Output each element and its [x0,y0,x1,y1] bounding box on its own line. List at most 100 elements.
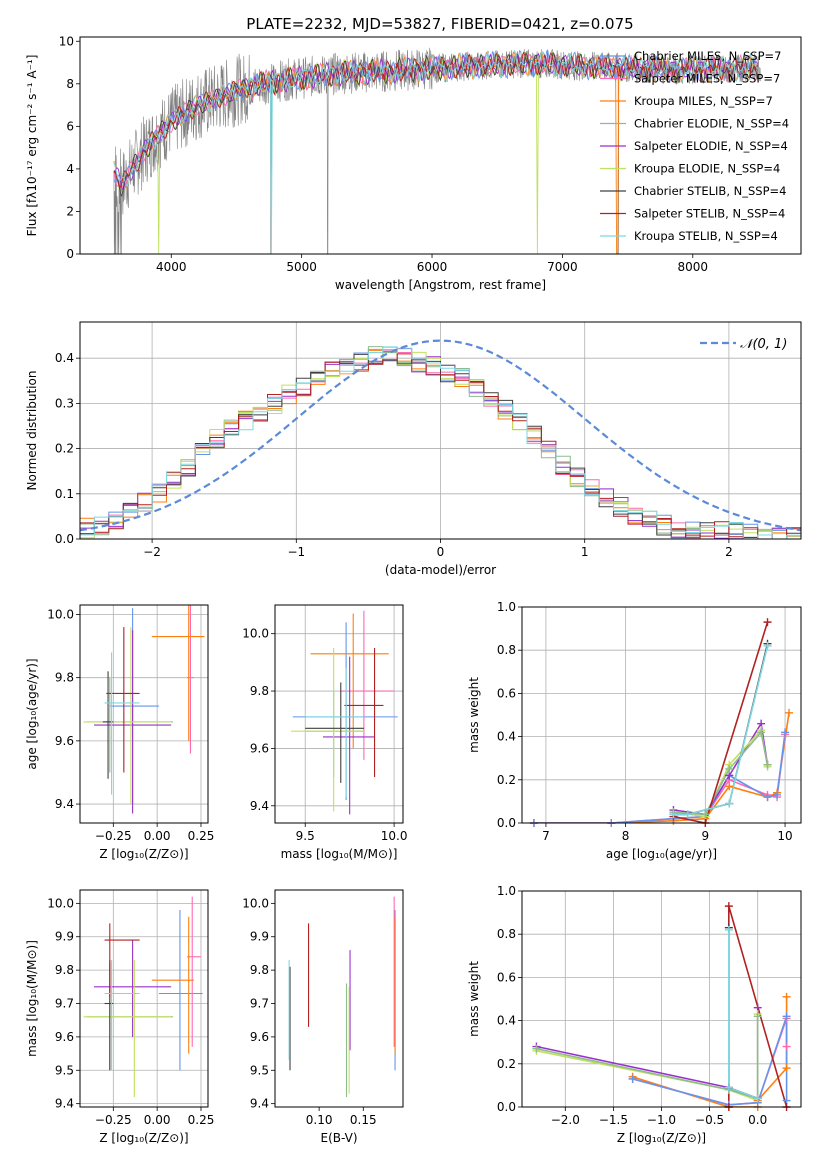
weight-marker-chabrier-elodie [532,1044,541,1053]
axes-frame [79,889,209,1108]
y-axis-label: mass [log₁₀(M/M⊙)] [25,940,39,1057]
x-axis-label: Z [log₁₀(Z/Z⊙)] [617,1131,706,1145]
y-tick-label: 9.8 [55,671,74,685]
plot-area [80,339,801,539]
age-vs-z-chart: −0.25 0.00 0.25 9.4 9.6 9.8 10.0 Z [log₁₀(Z/Z⊙)… [25,604,215,861]
weight-marker-chabrier-miles [781,728,790,737]
weight-marker-salpeter-miles [782,1042,791,1051]
legend-label: Salpeter STELIB, N_SSP=4 [634,207,785,221]
x-tick-label: 0.00 [144,829,171,843]
axes-frame [521,606,802,824]
x-tick-label: −0.25 [95,1113,132,1127]
weight-marker-kroupa-stelib [753,1094,762,1103]
y-axis-label: Normed distribution [25,371,39,491]
x-tick-label: 0.15 [350,1113,377,1127]
x-tick-label: −0.5 [695,1113,724,1127]
y-tick-label: 0.8 [497,643,516,657]
age-vs-mass-chart: 9.5 10.0 9.4 9.6 9.8 10.0 mass [log₁₀(M/M⊙)] [242,604,407,861]
y-tick-label: 10.0 [242,896,269,910]
y-tick-label: 10 [59,34,74,48]
plot-area [291,610,398,815]
y-tick-label: 8 [66,77,74,91]
weight-marker-kroupa-stelib [763,641,772,650]
legend-label: Chabrier ELODIE, N_SSP=4 [634,117,789,131]
y-tick-label: 9.4 [55,1097,74,1111]
axes-frame [79,604,209,824]
model-spectrum-salpeter-stelib [113,51,758,188]
x-tick-label: 8 [622,829,630,843]
weight-marker-chabrier-miles [782,1012,791,1021]
weight-marker-chabrier-elodie [753,1012,762,1021]
y-tick-label: 0.6 [497,686,516,700]
legend-label: Kroupa ELODIE, N_SSP=4 [634,162,780,176]
y-tick-label: 0.0 [55,532,74,546]
weight-marker-chabrier-elodie [725,765,734,773]
legend-label: Chabrier MILES, N_SSP=7 [634,49,781,63]
y-axis-label: mass weight [467,961,481,1037]
y-tick-label: 0.1 [55,487,74,501]
y-tick-label: 1.0 [497,600,516,614]
weight-marker-kroupa-stelib [724,925,733,934]
x-axis-label: E(B-V) [320,1131,357,1145]
x-axis-label: wavelength [Angstrom, rest frame] [335,278,546,292]
y-tick-label: 0.2 [55,442,74,456]
y-tick-label: 0.3 [55,396,74,410]
weight-marker-kroupa-stelib [724,1083,733,1092]
weight-marker-kroupa-miles [782,1064,791,1073]
y-tick-label: 0 [66,247,74,261]
weight-marker-salpeter-stelib [724,902,733,911]
weight-marker-kroupa-stelib [669,810,678,819]
y-tick-label: 6 [66,119,74,133]
y-tick-label: 9.7 [55,997,74,1011]
x-tick-label: 10 [777,829,792,843]
y-tick-label: 9.9 [55,930,74,944]
x-tick-label: 7 [542,829,550,843]
axes-frame [79,321,802,540]
weight-marker-salpeter-stelib [763,618,772,627]
weight-marker-kroupa-miles [782,992,791,1001]
y-tick-label: 9.9 [250,930,269,944]
y-tick-label: 9.6 [250,1030,269,1044]
y-tick-label: 0.8 [497,927,516,941]
y-axis-label: mass weight [467,677,481,753]
weight-vs-z-chart: −2.0 −1.5 −1.0 −0.5 0.0 0.0 0.2 0.4 0.6 0.8 1.0 Z [… [467,884,802,1145]
y-tick-label: 0.0 [497,816,516,830]
x-tick-label: 4000 [156,260,187,274]
y-tick-label: 9.6 [55,1030,74,1044]
y-tick-label: 0.4 [55,351,74,365]
x-tick-label: 1 [581,545,589,559]
legend-label: Kroupa MILES, N_SSP=7 [634,94,773,108]
weight-marker-kroupa-stelib [725,799,734,808]
x-tick-label: 2 [725,545,733,559]
y-tick-label: 1.0 [497,884,516,898]
y-tick-label: 9.4 [250,799,269,813]
legend-label: Kroupa STELIB, N_SSP=4 [634,229,778,243]
y-tick-label: 9.8 [250,684,269,698]
x-tick-label: −1 [287,545,305,559]
weight-vs-age-chart: 7 8 9 10 0.0 0.2 0.4 0.6 0.8 1.0 age [log₁₀(age/yr… [467,600,802,861]
weight-line-salpeter-stelib [673,621,769,823]
weight-marker-chabrier-miles [763,793,772,802]
weight-line-kroupa-stelib [673,645,769,816]
x-tick-label: 6000 [417,260,448,274]
plot-area [83,605,205,814]
x-tick-label: −1.0 [647,1113,676,1127]
x-tick-label: 0.25 [188,829,215,843]
figure-title: PLATE=2232, MJD=53827, FIBERID=0421, z=0… [246,15,633,33]
x-tick-label: 0.0 [748,1113,767,1127]
y-tick-label: 9.4 [55,797,74,811]
x-axis-label: Z [log₁₀(Z/Z⊙)] [99,1131,188,1145]
x-tick-label: 9.5 [296,829,315,843]
y-tick-label: 10.0 [47,896,74,910]
x-tick-label: 0.10 [306,1113,333,1127]
model-spectrum-kroupa-stelib [113,49,758,254]
y-tick-label: 0.4 [497,1014,516,1028]
weight-marker-chabrier-elodie [763,760,772,769]
weight-marker-chabrier-elodie [757,728,766,737]
y-tick-label: 0.0 [497,1100,516,1114]
weight-line-chabrier-elodie [536,1016,759,1100]
weight-marker-kroupa-miles [785,708,794,717]
mass-vs-ebv-chart: 0.10 0.15 9.4 9.5 9.6 9.7 9.8 9.9 10.0 E(B-V) [242,889,404,1145]
x-tick-label: 7000 [547,260,578,274]
